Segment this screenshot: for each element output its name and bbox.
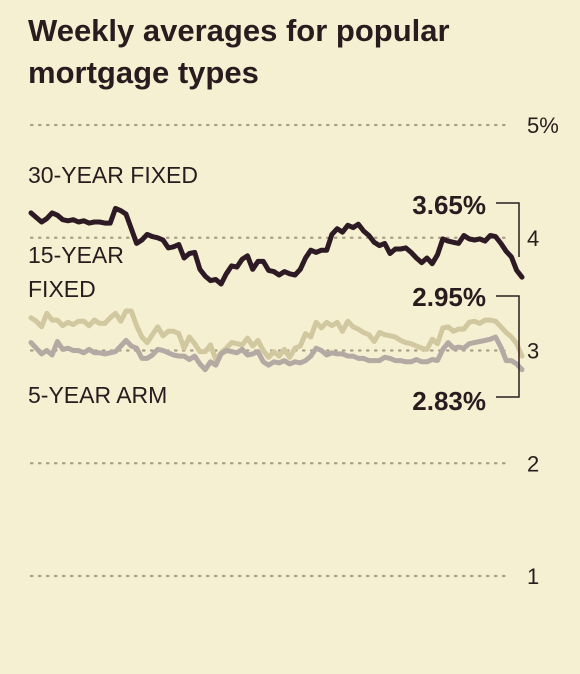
series-line-5-year-arm xyxy=(28,334,525,373)
series-line-15-year-fixed xyxy=(28,308,525,362)
bracket-upper xyxy=(496,202,520,257)
series-label-15-year-fixed: 15-YEAR FIXED xyxy=(28,242,130,302)
end-value-15-year: 2.95% xyxy=(412,282,486,312)
bracket-lower xyxy=(496,295,520,398)
end-value-bracket xyxy=(496,202,520,398)
series-lines xyxy=(28,205,525,373)
y-tick-label: 3 xyxy=(527,339,539,364)
series-label-5-year-arm: 5-YEAR ARM xyxy=(28,382,167,408)
y-tick-label: 4 xyxy=(527,226,539,251)
series-line-30-year-fixed xyxy=(28,205,525,287)
y-tick-label: 1 xyxy=(527,564,539,589)
y-tick-label: 5% xyxy=(527,113,559,138)
y-tick-label: 2 xyxy=(527,451,539,476)
y-axis-ticks: 5% 4 3 2 1 xyxy=(527,113,559,589)
chart-title: Weekly averages for popular mortgage typ… xyxy=(28,13,450,90)
end-value-5-year: 2.83% xyxy=(412,386,486,416)
end-value-30-year: 3.65% xyxy=(412,190,486,220)
series-label-15-year-line-2: FIXED xyxy=(28,276,96,302)
series-label-30-year-fixed: 30-YEAR FIXED xyxy=(28,162,198,188)
series-label-15-year-line-1: 15-YEAR xyxy=(28,242,124,268)
gridlines xyxy=(29,123,512,578)
